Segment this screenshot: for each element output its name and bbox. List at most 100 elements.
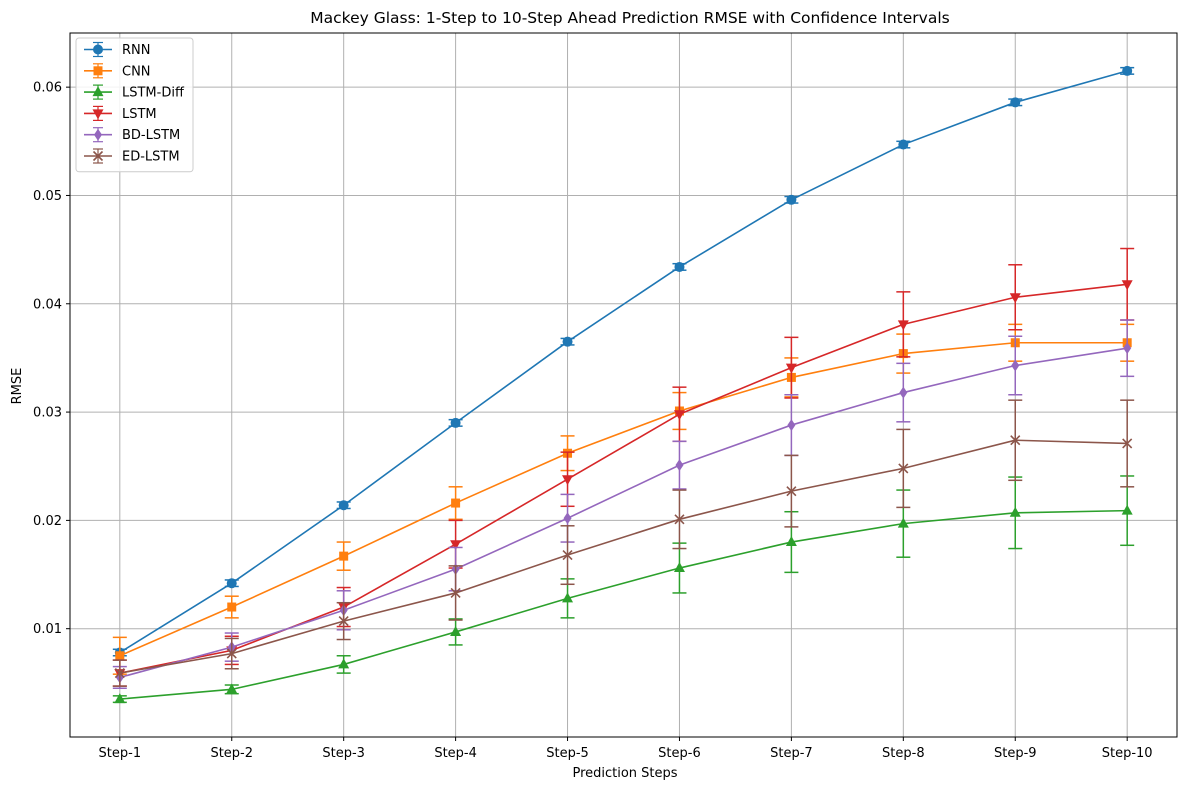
x-tick-label: Step-1 bbox=[99, 746, 142, 761]
grid bbox=[70, 33, 1177, 737]
data-point bbox=[786, 486, 797, 497]
series-line bbox=[119, 509, 1128, 700]
x-axis-label: Prediction Steps bbox=[572, 766, 677, 781]
data-point bbox=[114, 693, 126, 704]
legend-label: RNN bbox=[122, 43, 150, 58]
legend-item: RNN bbox=[84, 41, 150, 58]
y-tick-label: 0.03 bbox=[33, 406, 62, 421]
data-point bbox=[898, 463, 909, 474]
x-tick-label: Step-3 bbox=[322, 746, 365, 761]
series-lstm-diff bbox=[112, 475, 1135, 704]
x-tick-label: Step-4 bbox=[434, 746, 477, 761]
data-point bbox=[226, 578, 237, 589]
data-point bbox=[785, 536, 797, 547]
data-point bbox=[1009, 293, 1021, 304]
data-point bbox=[1121, 504, 1133, 515]
legend-label: LSTM-Diff bbox=[122, 86, 185, 101]
legend-marker bbox=[92, 150, 104, 162]
series-line bbox=[119, 347, 1128, 679]
x-tick-label: Step-8 bbox=[882, 746, 925, 761]
data-point bbox=[562, 336, 573, 347]
data-point bbox=[338, 500, 349, 511]
y-tick-label: 0.01 bbox=[33, 622, 62, 637]
y-tick-label: 0.05 bbox=[33, 189, 62, 204]
series-line bbox=[119, 439, 1128, 674]
data-point bbox=[1009, 506, 1021, 517]
data-point bbox=[1010, 435, 1021, 446]
data-point bbox=[673, 410, 685, 421]
series-ed-lstm bbox=[112, 399, 1135, 687]
legend-marker bbox=[94, 128, 102, 141]
legend-item: LSTM-Diff bbox=[84, 84, 185, 101]
data-point bbox=[450, 625, 462, 636]
data-point bbox=[1121, 280, 1133, 291]
data-point bbox=[898, 139, 909, 150]
data-point bbox=[339, 551, 349, 561]
data-point bbox=[786, 194, 797, 205]
data-point bbox=[674, 261, 685, 272]
legend-label: BD-LSTM bbox=[122, 128, 180, 143]
plot-frame bbox=[69, 32, 1178, 738]
y-tick-label: 0.02 bbox=[33, 514, 62, 529]
axis-ticks: Step-1 Step-2 Step-3 Step-4 Step-5 Step-6 Step… bbox=[33, 81, 1153, 761]
data-point bbox=[562, 475, 574, 486]
data-point bbox=[899, 386, 908, 399]
series-line bbox=[119, 283, 1128, 674]
data-point bbox=[563, 512, 572, 525]
x-tick-label: Step-10 bbox=[1102, 746, 1153, 761]
legend-marker bbox=[93, 66, 103, 76]
x-tick-label: Step-5 bbox=[546, 746, 589, 761]
data-point bbox=[1010, 97, 1021, 108]
data-point bbox=[1123, 342, 1132, 355]
legend-label: ED-LSTM bbox=[122, 150, 180, 165]
data-point bbox=[787, 419, 796, 432]
data-point bbox=[450, 417, 461, 428]
series-layer bbox=[112, 65, 1135, 704]
legend-marker bbox=[93, 44, 103, 55]
data-point bbox=[562, 549, 573, 561]
data-point bbox=[897, 517, 909, 528]
data-point bbox=[897, 320, 909, 331]
data-point bbox=[338, 616, 349, 627]
legend-item: CNN bbox=[84, 63, 151, 79]
data-point bbox=[673, 562, 685, 573]
data-point bbox=[674, 514, 685, 525]
x-tick-label: Step-7 bbox=[770, 746, 813, 761]
data-point bbox=[1122, 438, 1133, 449]
x-tick-label: Step-9 bbox=[994, 746, 1037, 761]
legend-marker bbox=[92, 109, 104, 120]
legend-item: ED-LSTM bbox=[84, 148, 180, 165]
series-rnn bbox=[112, 65, 1135, 658]
data-point bbox=[675, 459, 684, 472]
legend-label: LSTM bbox=[122, 107, 157, 122]
data-point bbox=[562, 592, 574, 603]
data-point bbox=[451, 498, 461, 508]
series-line bbox=[119, 341, 1128, 657]
y-tick-label: 0.04 bbox=[33, 297, 62, 312]
series-cnn bbox=[112, 323, 1135, 675]
data-point bbox=[450, 540, 462, 551]
x-tick-label: Step-6 bbox=[658, 746, 701, 761]
data-point bbox=[450, 587, 461, 599]
data-point bbox=[1122, 65, 1133, 76]
data-point bbox=[114, 668, 125, 679]
y-axis-label: RMSE bbox=[10, 368, 25, 405]
legend: RNN CNN LSTM-Diff LSTM BD-LSTM ED-LSTM bbox=[75, 37, 194, 173]
legend-item: LSTM bbox=[84, 105, 157, 122]
chart-title: Mackey Glass: 1-Step to 10-Step Ahead Pr… bbox=[310, 9, 949, 27]
series-lstm bbox=[112, 247, 1135, 687]
legend-label: CNN bbox=[122, 64, 151, 79]
y-tick-label: 0.06 bbox=[33, 81, 62, 96]
data-point bbox=[115, 651, 125, 661]
data-point bbox=[1011, 359, 1020, 372]
data-point bbox=[226, 683, 238, 694]
data-point bbox=[226, 648, 237, 659]
legend-item: BD-LSTM bbox=[84, 127, 180, 143]
data-point bbox=[785, 363, 797, 374]
x-tick-label: Step-2 bbox=[210, 746, 253, 761]
legend-marker bbox=[92, 86, 104, 97]
series-bd-lstm bbox=[112, 319, 1135, 690]
data-point bbox=[338, 658, 350, 669]
